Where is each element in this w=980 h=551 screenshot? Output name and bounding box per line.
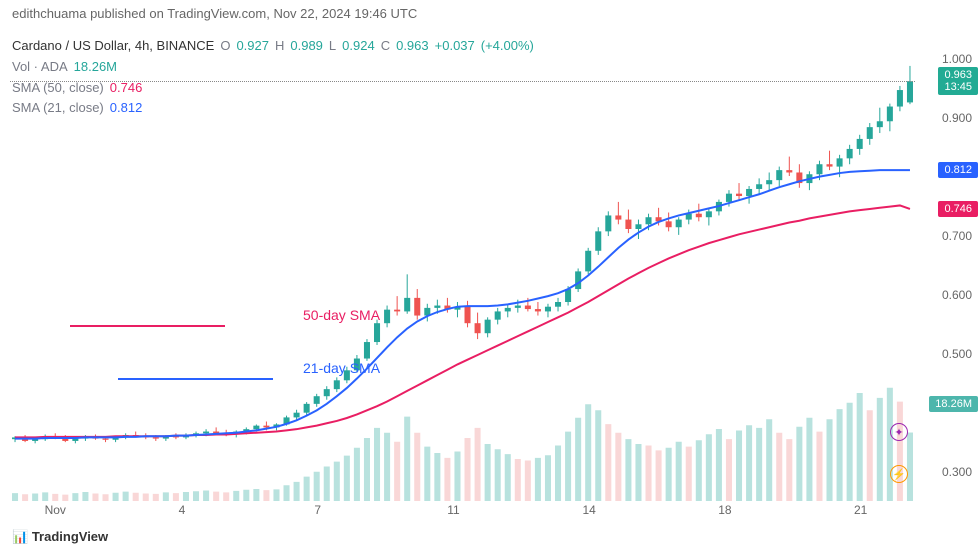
sma21-legend-line (118, 378, 273, 380)
x-tick: 7 (314, 503, 321, 517)
timestamp: Nov 22, 2024 19:46 UTC (273, 6, 417, 21)
tradingview-logo-icon: 📊 (12, 529, 28, 544)
sma21-annotation: 21-day SMA (303, 360, 380, 376)
y-axis: 1.000 0.900 0.700 0.600 0.500 0.300 0.96313:45… (920, 30, 980, 501)
sma50-legend-line (70, 325, 225, 327)
x-tick: 4 (179, 503, 186, 517)
x-axis: Nov 4 7 11 14 18 21 (10, 503, 915, 523)
x-tick: Nov (45, 503, 66, 517)
site-name: TradingView.com, (167, 6, 270, 21)
volume-badge: 18.26M (929, 396, 978, 412)
y-tick: 1.000 (942, 52, 972, 66)
footer-brand: TradingView (32, 529, 108, 544)
indicator-icon-2[interactable]: ⚡ (890, 465, 908, 483)
x-tick: 11 (447, 503, 459, 517)
y-tick: 0.300 (942, 465, 972, 479)
y-tick: 0.500 (942, 347, 972, 361)
x-tick: 21 (854, 503, 867, 517)
price-line (10, 81, 915, 82)
author: edithchuama (12, 6, 86, 21)
chart-area[interactable] (10, 30, 915, 501)
y-tick: 0.900 (942, 111, 972, 125)
price-chart (10, 30, 915, 501)
x-tick: 18 (718, 503, 731, 517)
sma50-badge: 0.746 (938, 201, 978, 217)
indicator-icon-1[interactable]: ✦ (890, 423, 908, 441)
sma50-annotation: 50-day SMA (303, 307, 380, 323)
published-label: published on (90, 6, 164, 21)
x-tick: 14 (583, 503, 596, 517)
sma21-badge: 0.812 (938, 162, 978, 178)
price-badge: 0.96313:45 (938, 67, 978, 95)
y-tick: 0.700 (942, 229, 972, 243)
y-tick: 0.600 (942, 288, 972, 302)
